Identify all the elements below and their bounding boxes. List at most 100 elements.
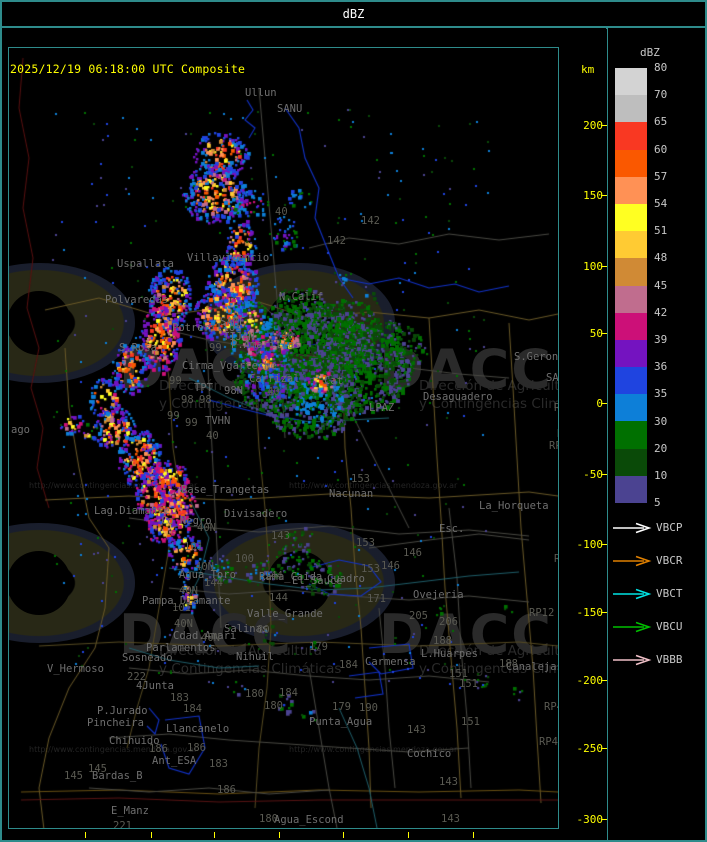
y-axis-tick-mark <box>601 474 607 475</box>
map-route-label: 188 <box>499 658 518 670</box>
colorbar-tick-label: 54 <box>654 197 668 210</box>
map-place-label: Divisadero <box>224 508 288 520</box>
colorbar-swatch <box>615 367 647 395</box>
map-place-label: Carrizal <box>249 373 300 385</box>
map-route-label: 146 <box>381 560 400 572</box>
map-route-label: 101 <box>172 602 191 614</box>
colorbar-tick-label: 30 <box>654 414 668 428</box>
map-route-label: 183 <box>170 692 189 704</box>
map-route-label: 180 <box>245 688 264 700</box>
radar-map-canvas[interactable]: DACCDACCDACCDACCDirección de Agricultura… <box>8 47 559 829</box>
map-route-label: 98 <box>181 394 194 406</box>
map-route-label: 146 <box>403 547 422 559</box>
map-route-label: 144 <box>269 592 288 604</box>
map-panel: 2025/12/19 06:18:00 UTC Composite km km … <box>3 29 607 840</box>
map-route-label: 184 <box>279 687 298 699</box>
x-axis-tick-mark <box>85 832 86 838</box>
map-place-label: Co_Negro <box>161 515 212 527</box>
map-place-label: Carmensa <box>365 656 416 668</box>
map-place-label: 4Junta <box>136 680 174 692</box>
vector-legend-label: VBCR <box>656 554 683 567</box>
map-place-label: Desaguadero <box>423 391 493 403</box>
map-place-label: Base_Trangetas <box>181 484 270 496</box>
map-route-label: 153 <box>351 473 370 485</box>
colorbar-swatch <box>615 421 647 449</box>
frame-left <box>0 0 2 842</box>
map-route-label: 186 <box>187 742 206 754</box>
arrow-icon <box>613 555 652 567</box>
map-place-label: Ant_ESA <box>152 755 197 767</box>
map-place-label: Cdad.Amari <box>173 630 237 642</box>
y-axis-tick-label: -250 <box>576 742 604 755</box>
map-place-label: Salinas <box>224 623 269 635</box>
colorbar-tick-label: 65 <box>654 115 668 129</box>
map-place-label: TPT <box>194 382 213 394</box>
x-axis-tick-mark <box>151 832 152 838</box>
colorbar-tick-label: 10 <box>654 469 668 482</box>
map-route-label: 143 <box>271 530 290 542</box>
map-place-label: Uspallata <box>117 258 174 270</box>
map-place-label: TVHN <box>205 415 231 427</box>
map-place-label: Chihuido <box>109 735 160 747</box>
map-route-label: 188 <box>433 635 452 647</box>
map-route-label: 40N <box>197 522 216 534</box>
colorbar-swatch <box>615 95 647 123</box>
y-axis-tick-mark <box>601 612 607 613</box>
map-place-label: El_Sauce <box>292 575 343 587</box>
map-place-label: Nihuil <box>236 651 274 663</box>
map-route-label: 186 <box>149 743 168 755</box>
y-axis-tick-label: 50 <box>589 327 603 340</box>
map-place-label: Potrerillos <box>172 322 242 334</box>
arrow-icon <box>613 588 652 600</box>
map-place-label: E_Manz <box>111 805 149 817</box>
map-route-label: 99 <box>167 410 180 422</box>
map-place-label: Villavicencio <box>187 252 270 264</box>
map-route-label: RP12 <box>529 607 555 619</box>
colorbar-swatch <box>615 231 647 259</box>
map-place-label: SAOU <box>546 372 559 384</box>
map-place-label: Canalejas <box>506 661 559 673</box>
colorbar-tick-label: 39 <box>654 333 668 346</box>
map-route-label: 179 <box>332 701 351 713</box>
map-place-label: Agua_Toro <box>179 569 236 581</box>
map-place-label: V_Hermoso <box>47 663 104 675</box>
y-axis-tick-label: -200 <box>576 674 604 687</box>
map-route-label: RP11 <box>549 440 558 452</box>
map-route-label: 180 <box>264 700 283 712</box>
map-place-label: L.Huarpes <box>421 648 478 660</box>
map-route-label: 99 <box>169 375 182 387</box>
map-route-label: 144 <box>204 577 223 589</box>
y-axis-tick-mark <box>601 680 607 681</box>
arrow-icon <box>613 522 652 534</box>
map-route-label: 151 <box>459 678 478 690</box>
colorbar-tick-label: 5 <box>654 496 661 510</box>
map-route-label: RP48 <box>539 736 558 748</box>
x-axis-tick-mark <box>473 832 474 838</box>
y-axis-tick-mark <box>601 195 607 196</box>
y-axis-tick-mark <box>601 333 607 334</box>
map-route-label: 171 <box>367 593 386 605</box>
colorbar-title: dBZ <box>640 46 660 59</box>
colorbar-swatch <box>615 203 647 232</box>
colorbar-tick-label: 42 <box>654 305 668 319</box>
map-route-label: 186 <box>217 784 236 796</box>
colorbar-tick-label: 45 <box>654 278 668 292</box>
vector-legend-label: VBCT <box>656 587 683 600</box>
map-route-label: 100 <box>235 553 254 565</box>
map-place-label: Sta.Isabel <box>441 827 504 828</box>
map-route-label: 153 <box>356 537 375 549</box>
map-route-label: 40 <box>206 430 219 442</box>
colorbar-tick-label: 20 <box>654 441 668 455</box>
map-place-label: SAME <box>220 316 246 328</box>
colorbar-swatch <box>615 448 647 476</box>
y-axis-tick-mark <box>601 266 607 267</box>
map-place-label: 98N <box>224 385 243 397</box>
map-route-label: 145 <box>88 763 107 775</box>
map-place-label: La_Horqueta <box>479 500 549 512</box>
map-place-label: SANU <box>277 103 303 115</box>
map-route-label: 151 <box>461 716 480 728</box>
map-place-label: Ullun <box>245 87 277 99</box>
map-route-label: 179 <box>309 641 328 653</box>
map-route-label: 180 <box>259 813 278 825</box>
